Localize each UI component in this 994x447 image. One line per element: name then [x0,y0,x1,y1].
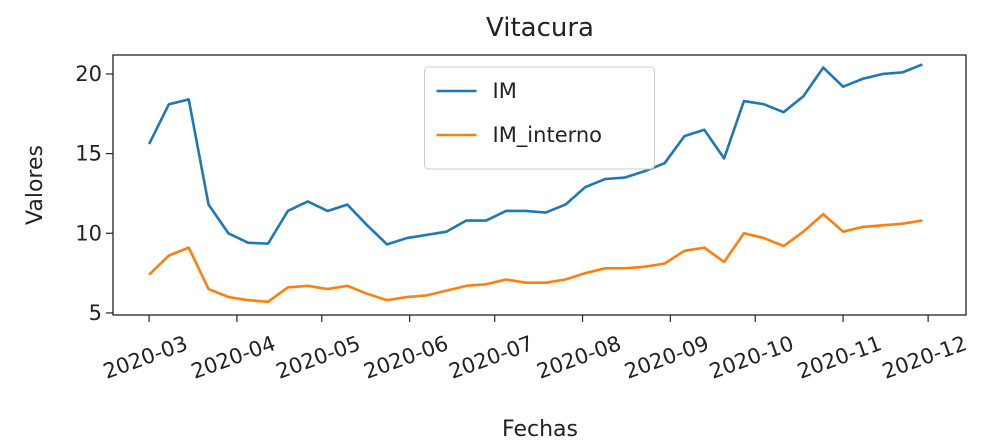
series-line [148,212,923,304]
legend-label: IM [493,79,517,103]
y-axis-label: Valores [23,145,48,225]
x-tick-label: 2020-08 [534,331,625,384]
x-tick-label: 2020-12 [879,331,970,384]
y-tick-label: 20 [75,62,102,86]
x-tick-label: 2020-11 [794,331,885,384]
x-axis-label: Fechas [502,417,578,442]
x-tick-label: 2020-04 [188,331,279,384]
series-line [147,63,923,246]
y-tick-label: 5 [89,301,102,325]
legend-box [424,66,655,170]
x-tick-label: 2020-09 [621,331,712,384]
legend-label: IM_interno [493,123,603,148]
x-tick-label: 2020-06 [361,331,452,384]
x-tick-label: 2020-07 [446,331,537,384]
y-tick-label: 15 [75,142,102,166]
x-tick-label: 2020-10 [706,331,797,384]
axes-frame [112,54,967,316]
x-tick-label: 2020-03 [100,331,191,384]
chart-title: Vitacura [486,13,594,43]
y-tick-label: 10 [75,221,102,245]
x-tick-label: 2020-05 [273,331,364,384]
